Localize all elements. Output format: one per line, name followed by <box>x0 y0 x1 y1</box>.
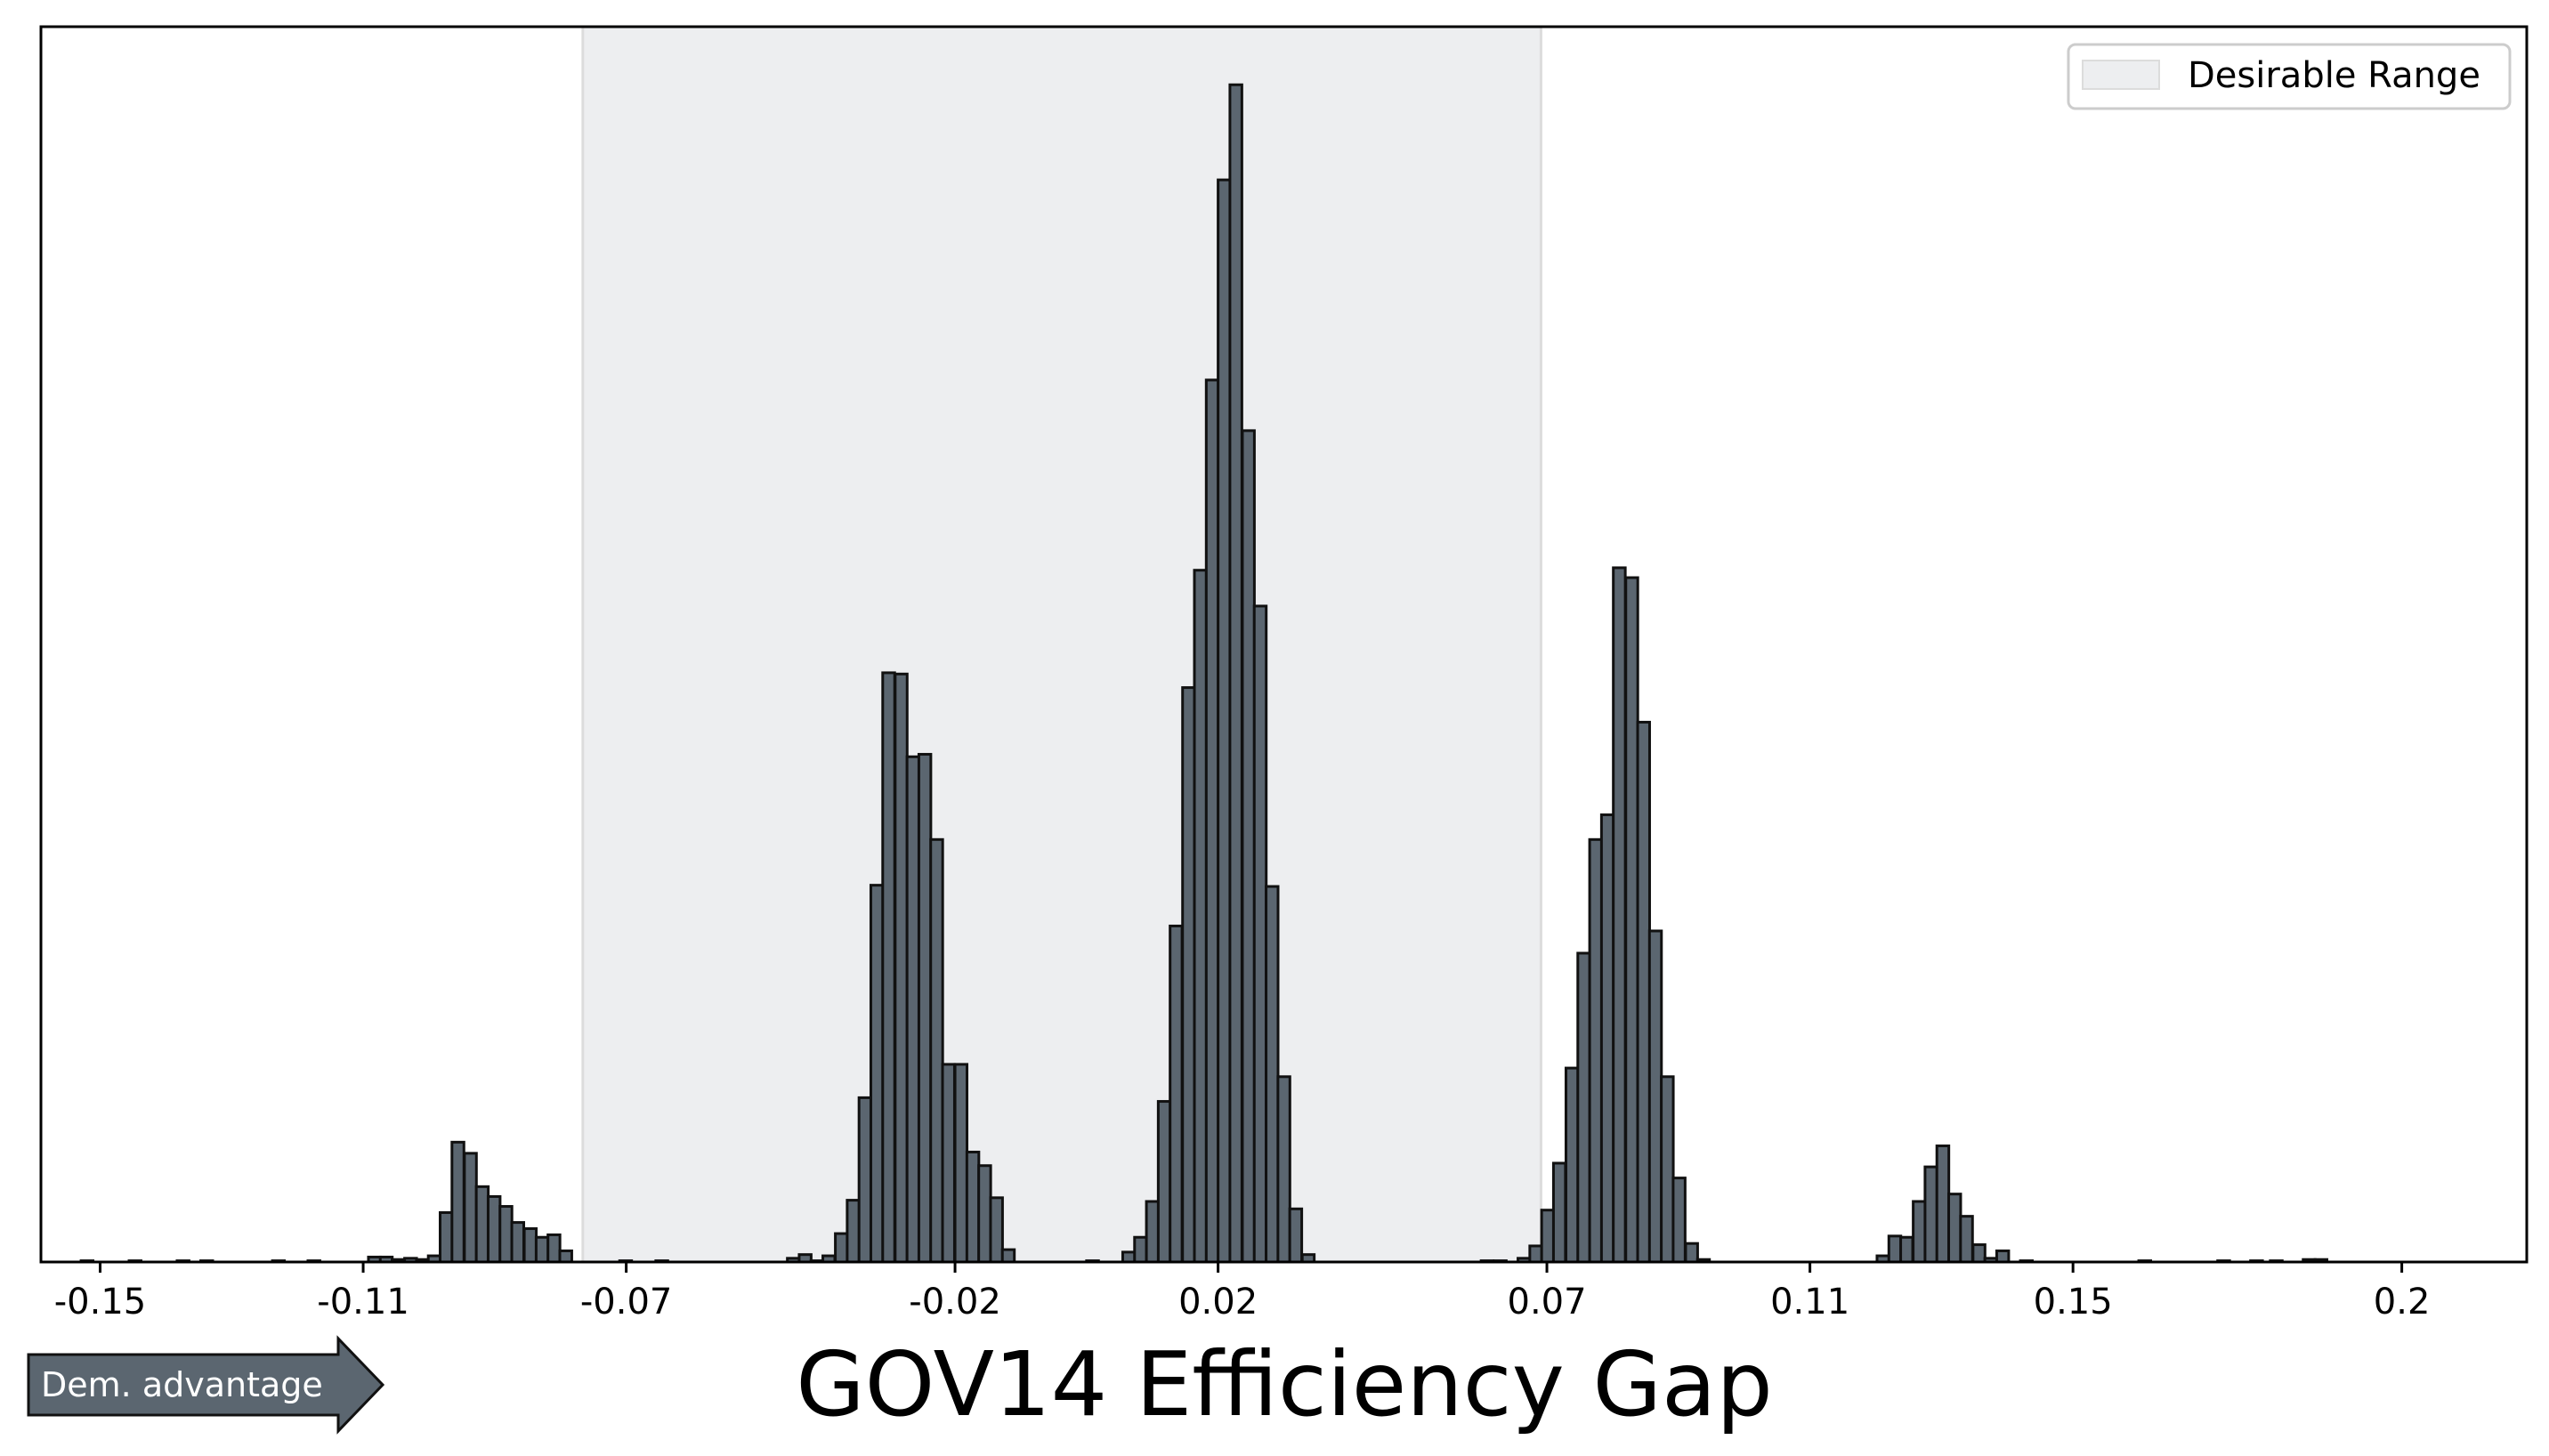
histogram-bar <box>846 1199 861 1264</box>
histogram-bar <box>941 1063 956 1264</box>
x-tick-label: -0.02 <box>909 1282 1001 1323</box>
histogram-bar <box>1265 885 1280 1264</box>
histogram-bar <box>1276 1075 1291 1264</box>
histogram-bar <box>558 1250 573 1264</box>
histogram-bar <box>894 672 909 1264</box>
legend: Desirable Range <box>2067 43 2512 110</box>
histogram-bar <box>1145 1200 1161 1264</box>
dem-advantage-arrow-shape <box>27 1335 385 1435</box>
histogram-bar <box>498 1205 514 1264</box>
histogram-bar <box>1540 1209 1556 1264</box>
x-tick-label: 0.15 <box>2034 1282 2113 1323</box>
legend-swatch-desirable-range <box>2082 60 2160 90</box>
histogram-bar <box>953 1063 969 1264</box>
histogram-bar <box>1169 924 1184 1264</box>
x-tick-label: -0.07 <box>580 1282 673 1323</box>
histogram-bar <box>450 1140 465 1264</box>
histogram-bar <box>1288 1207 1304 1264</box>
histogram-bar <box>1887 1234 1903 1264</box>
legend-label-desirable-range: Desirable Range <box>2188 55 2480 96</box>
histogram-bar <box>857 1096 873 1264</box>
histogram-bar <box>1660 1075 1675 1264</box>
histogram-bar <box>1228 83 1243 1264</box>
histogram-bar <box>869 884 885 1264</box>
histogram-bar <box>977 1164 992 1264</box>
histogram-bar <box>1551 1161 1567 1264</box>
histogram-bar <box>1995 1250 2011 1264</box>
x-tick-label: -0.15 <box>54 1282 147 1323</box>
histogram-bar <box>1156 1100 1172 1264</box>
histogram-bar <box>965 1150 981 1264</box>
histogram-bar <box>1599 813 1615 1264</box>
histogram-bar <box>834 1232 849 1264</box>
histogram-bar <box>917 753 933 1264</box>
histogram-bar <box>1000 1248 1016 1264</box>
histogram-bar <box>1947 1193 1962 1264</box>
histogram-bar <box>522 1227 538 1264</box>
histogram-bar <box>1241 429 1256 1264</box>
histogram-bar <box>1671 1177 1687 1264</box>
desirable-range-band <box>581 25 1542 1264</box>
histogram-bar <box>439 1210 454 1264</box>
histogram-bar <box>1121 1250 1137 1264</box>
histogram-bar <box>1204 378 1220 1264</box>
histogram-bar <box>1684 1242 1699 1264</box>
x-tick-label: 0.07 <box>1508 1282 1587 1323</box>
histogram-bar <box>929 837 944 1264</box>
histogram-bar <box>905 755 921 1264</box>
plot-frame <box>39 25 2529 1264</box>
dem-advantage-arrow: Dem. advantage <box>27 1335 385 1435</box>
histogram-bar <box>1133 1235 1148 1264</box>
histogram-bar <box>1636 720 1651 1264</box>
x-tick-label: 0.2 <box>2374 1282 2431 1323</box>
x-axis-ticks: -0.15 -0.11 -0.07 -0.02 0.02 0.07 0.11 0.15 0.2 <box>54 1262 2431 1323</box>
x-tick-label: 0.11 <box>1770 1282 1849 1323</box>
histogram-bar <box>1923 1165 1938 1264</box>
histogram-bar <box>1935 1145 1951 1264</box>
histogram-bar <box>1193 569 1208 1264</box>
histogram-bar <box>881 671 896 1264</box>
legend-box <box>2067 43 2512 110</box>
histogram-bar <box>1612 566 1627 1264</box>
histogram-bar <box>1576 951 1591 1264</box>
histogram-bar <box>1647 929 1663 1264</box>
histogram-bar <box>486 1194 502 1264</box>
histogram-bar <box>1971 1243 1987 1264</box>
histogram-bar <box>474 1185 490 1264</box>
histogram-bar <box>1181 686 1196 1264</box>
histogram-bar <box>1528 1244 1543 1264</box>
histogram-bar <box>546 1233 562 1264</box>
histogram-bar <box>1899 1235 1914 1264</box>
histogram-bar <box>1217 178 1232 1264</box>
histogram-bar <box>989 1196 1004 1264</box>
histogram-bar <box>1624 576 1639 1264</box>
dem-advantage-label: Dem. advantage <box>41 1365 323 1404</box>
histogram-bar <box>510 1221 525 1264</box>
histogram-bar <box>463 1152 478 1264</box>
histogram-bar <box>1588 837 1604 1264</box>
x-tick-label: -0.11 <box>317 1282 409 1323</box>
x-axis-label: GOV14 Efficiency Gap <box>796 1332 1773 1436</box>
histogram-bar <box>1959 1215 1974 1264</box>
histogram-bar <box>1912 1200 1927 1264</box>
histogram-bar <box>1564 1066 1580 1264</box>
x-tick-label: 0.02 <box>1178 1282 1258 1323</box>
histogram-bar <box>1252 604 1268 1264</box>
histogram-bar <box>534 1235 550 1264</box>
